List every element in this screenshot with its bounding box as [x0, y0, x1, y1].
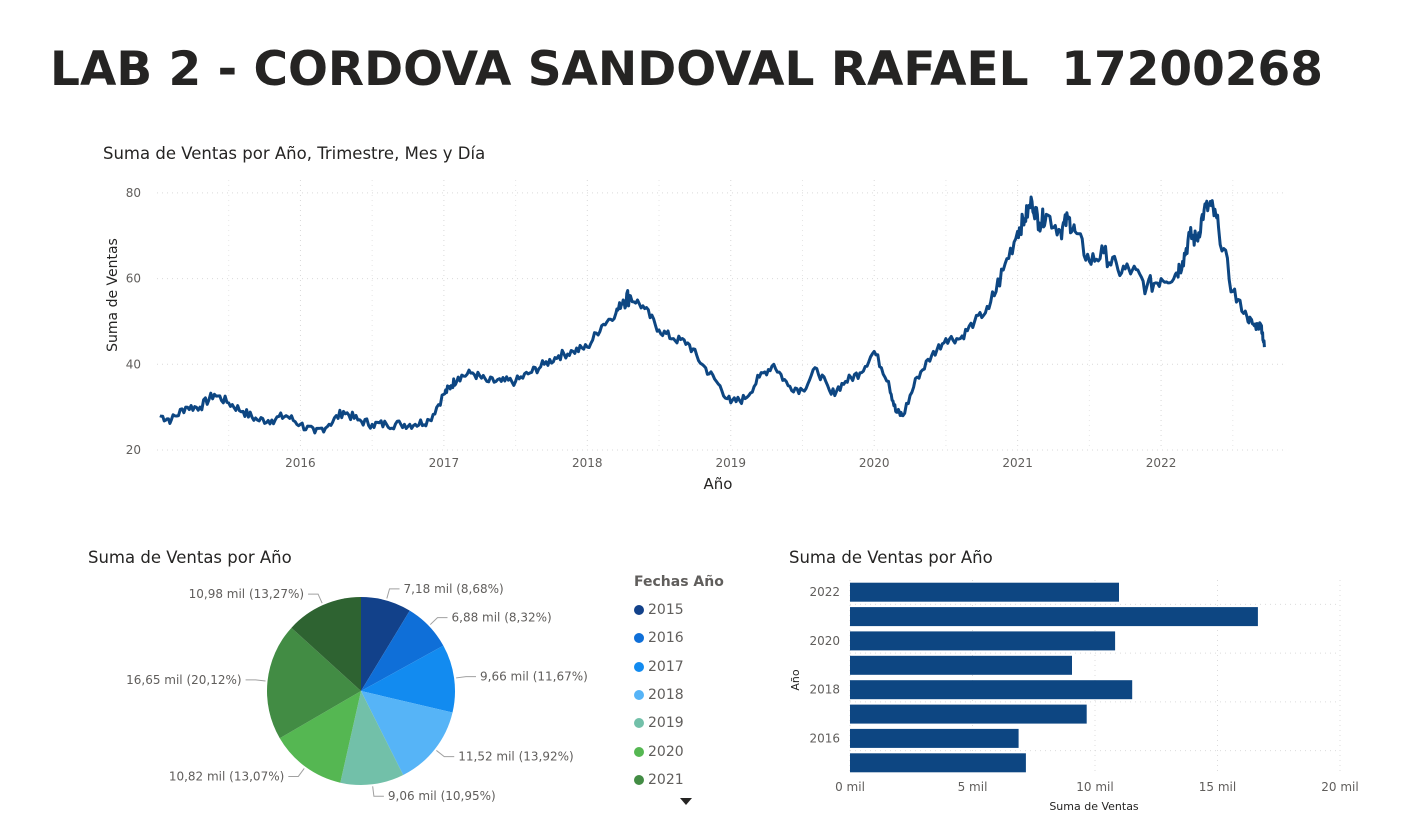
legend-item-2019[interactable]: 2019: [634, 709, 744, 737]
pie-leader-line: [288, 768, 305, 777]
line-chart-x-ticks: 2016 2017 2018 2019 2020 2021 2022: [285, 456, 1176, 470]
line-x-tick-label: 2018: [572, 456, 603, 470]
legend-title: Fechas Año: [634, 574, 724, 590]
bar-y-tick-label: 2022: [809, 585, 840, 599]
pie-data-label: 16,65 mil (20,12%): [126, 673, 241, 687]
legend-dot-icon: [634, 690, 644, 701]
pie-slice-2020[interactable]: [279, 691, 361, 783]
bar-chart-title: Suma de Ventas por Año: [789, 548, 993, 567]
pie-slice-2016[interactable]: [361, 610, 444, 691]
pie-data-label: 10,82 mil (13,07%): [169, 769, 284, 783]
pie-leader-line: [245, 679, 266, 682]
line-chart-x-axis-label: Año: [704, 475, 733, 493]
bar-2019[interactable]: [850, 655, 1072, 675]
pie-data-label: 10,98 mil (13,27%): [189, 587, 304, 601]
pie-slices: [266, 597, 456, 785]
bar-x-tick-label: 5 mil: [958, 780, 988, 794]
pie-leader-line: [429, 617, 448, 625]
pie-labels: 7,18 mil (8,68%) 6,88 mil (8,32%) 9,66 mil…: [126, 582, 588, 803]
legend-item-2020[interactable]: 2020: [634, 737, 744, 765]
legend-item-2015[interactable]: 2015: [634, 596, 744, 624]
line-chart-y-ticks: 20 40 60 80: [126, 186, 141, 457]
legend-label: 2020: [648, 743, 684, 760]
line-chart-y-axis-label: Suma de Ventas: [105, 238, 121, 352]
bar-2015[interactable]: [850, 753, 1026, 773]
pie-leader-line: [386, 588, 400, 599]
line-chart[interactable]: 20 40 60 80 2016 2017 2018 2019 2020 2021 2022 Añ…: [95, 170, 1295, 500]
pie-data-label: 9,06 mil (10,95%): [388, 789, 496, 803]
legend-dot-icon: [634, 661, 644, 672]
bar-2017[interactable]: [850, 704, 1087, 724]
legend-dot-icon: [634, 774, 644, 785]
bar-chart-y-axis-label: Año: [789, 669, 802, 690]
pie-data-label: 7,18 mil (8,68%): [404, 582, 504, 596]
line-chart-grid: [157, 180, 1283, 451]
line-x-tick-label: 2021: [1002, 456, 1033, 470]
line-x-tick-label: 2016: [285, 456, 316, 470]
bar-chart-grid: [849, 580, 1341, 775]
legend-label: 2017: [648, 658, 684, 675]
bar-y-tick-label: 2018: [809, 683, 840, 697]
pie-chart[interactable]: 7,18 mil (8,68%) 6,88 mil (8,32%) 9,66 mil…: [80, 570, 620, 820]
legend-dot-icon: [634, 746, 644, 757]
bar-x-tick-label: 20 mil: [1321, 780, 1358, 794]
legend-scroll-down-icon[interactable]: [680, 798, 692, 805]
bar-y-tick-label: 2020: [809, 634, 840, 648]
legend-dot-icon: [634, 633, 644, 644]
legend-label: 2019: [648, 715, 684, 732]
pie-slice-2017[interactable]: [361, 645, 456, 713]
legend-item-2018[interactable]: 2018: [634, 681, 744, 709]
bar-chart-x-ticks: 0 mil 5 mil 10 mil 15 mil 20 mil: [835, 780, 1359, 794]
bar-2022[interactable]: [850, 582, 1119, 602]
pie-chart-title: Suma de Ventas por Año: [88, 548, 292, 567]
line-x-tick-label: 2020: [859, 456, 890, 470]
pie-leader-line: [372, 786, 384, 797]
pie-slice-2019[interactable]: [340, 691, 404, 785]
bar-2020[interactable]: [850, 631, 1116, 651]
bar-2021[interactable]: [850, 607, 1258, 627]
pie-leader-line: [456, 676, 477, 679]
bar-x-tick-label: 10 mil: [1076, 780, 1113, 794]
bar-2016[interactable]: [850, 728, 1019, 748]
legend-label: 2016: [648, 630, 684, 647]
pie-leader-line: [436, 750, 455, 758]
bar-x-tick-label: 15 mil: [1199, 780, 1236, 794]
line-x-tick-label: 2022: [1146, 456, 1177, 470]
bar-2018[interactable]: [850, 680, 1133, 700]
legend-label: 2021: [648, 771, 684, 788]
bar-y-tick-label: 2016: [809, 731, 840, 745]
line-y-tick-label: 60: [126, 272, 141, 286]
pie-leader-line: [308, 593, 323, 604]
pie-data-label: 9,66 mil (11,67%): [480, 670, 588, 684]
pie-legend[interactable]: Fechas Año 2015 2016 2017 2018 2019 2020 2021: [634, 574, 744, 824]
pie-slice-2015[interactable]: [361, 597, 410, 691]
legend-item-2021[interactable]: 2021: [634, 766, 744, 794]
pie-slice-2021[interactable]: [266, 627, 361, 739]
legend-dot-icon: [634, 605, 644, 616]
line-y-tick-label: 40: [126, 357, 141, 371]
line-series: [159, 195, 1266, 435]
legend-dot-icon: [634, 718, 644, 729]
line-x-tick-label: 2017: [429, 456, 460, 470]
bar-chart-y-ticks: 2022 2020 2018 2016: [809, 585, 840, 745]
bar-chart-bars: [850, 582, 1258, 773]
bar-chart-x-axis-label: Suma de Ventas: [1049, 800, 1139, 813]
pie-data-label: 6,88 mil (8,32%): [452, 611, 552, 625]
bar-x-tick-label: 0 mil: [835, 780, 865, 794]
legend-item-2016[interactable]: 2016: [634, 624, 744, 652]
bar-chart[interactable]: 2022 2020 2018 2016 0 mil 5 mil 10 mil 15 mil 2…: [780, 570, 1380, 830]
legend-label: 2018: [648, 687, 684, 704]
pie-slice-2018[interactable]: [361, 691, 453, 775]
line-x-tick-label: 2019: [715, 456, 746, 470]
legend-item-2017[interactable]: 2017: [634, 653, 744, 681]
line-chart-title: Suma de Ventas por Año, Trimestre, Mes y…: [103, 144, 486, 163]
legend-label: 2015: [648, 602, 684, 619]
pie-slice-2022[interactable]: [291, 597, 361, 691]
line-y-tick-label: 80: [126, 186, 141, 200]
pie-data-label: 11,52 mil (13,92%): [458, 750, 573, 764]
page-title: LAB 2 - CORDOVA SANDOVAL RAFAEL 17200268: [50, 42, 1323, 97]
line-y-tick-label: 20: [126, 443, 141, 457]
